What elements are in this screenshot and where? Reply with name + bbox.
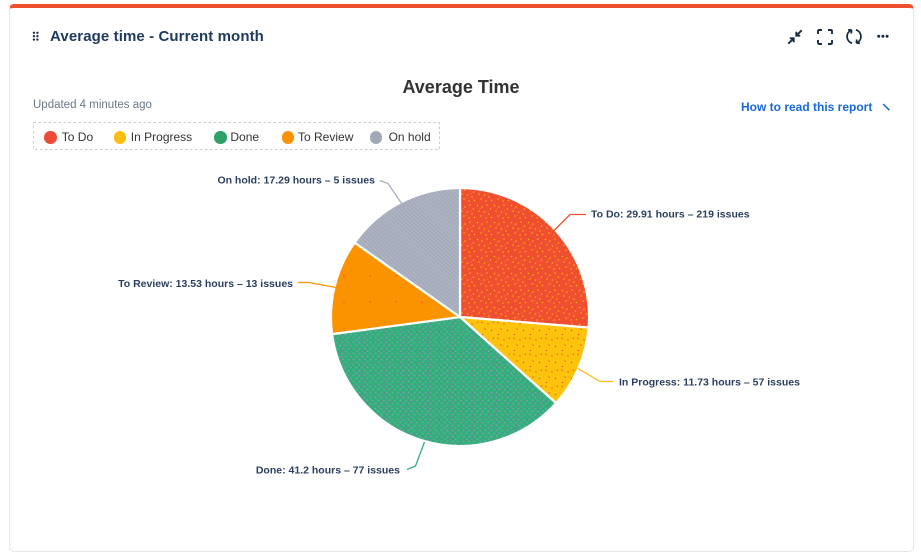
svg-text:Done: 41.2 hours – 77 issues: Done: 41.2 hours – 77 issues bbox=[256, 465, 400, 477]
svg-text:To Do: 29.91 hours – 219 issue: To Do: 29.91 hours – 219 issues bbox=[591, 209, 750, 221]
svg-text:In Progress: 11.73 hours – 57: In Progress: 11.73 hours – 57 issues bbox=[619, 377, 800, 389]
svg-text:On hold: 17.29 hours – 5 issue: On hold: 17.29 hours – 5 issues bbox=[217, 175, 375, 187]
svg-text:To Review: 13.53 hours – 13 is: To Review: 13.53 hours – 13 issues bbox=[118, 278, 293, 290]
